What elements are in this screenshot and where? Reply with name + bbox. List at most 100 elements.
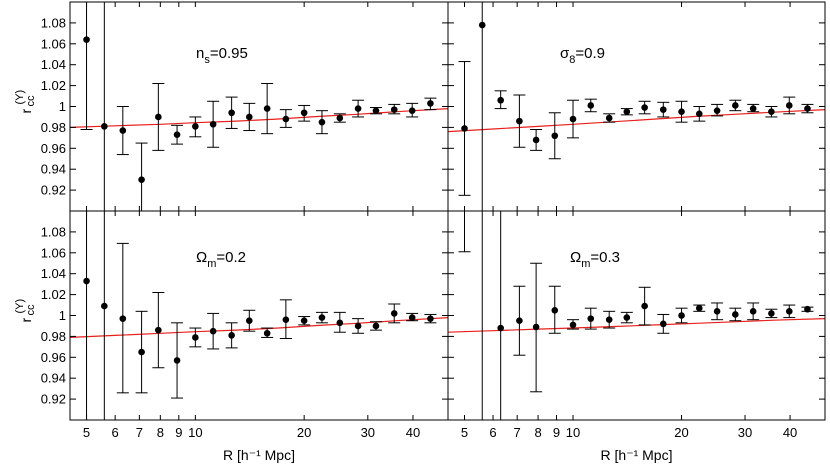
panel-annotation: Ωm=0.2 <box>196 249 246 270</box>
data-point <box>209 327 217 335</box>
data-point <box>713 107 721 114</box>
data-point <box>336 319 344 327</box>
data-point <box>354 105 362 112</box>
y-label-sup: (Υ) <box>14 90 26 105</box>
data-point <box>318 314 326 321</box>
data-point <box>749 105 757 112</box>
plot-area <box>70 2 448 211</box>
y-tick-label: 1 <box>59 99 66 114</box>
data-point <box>119 127 127 134</box>
data-point <box>263 105 271 112</box>
x-tick-label: 20 <box>674 425 688 440</box>
data-point <box>173 131 181 139</box>
fit-line <box>70 317 448 338</box>
y-axis-label: r (Υ) cc <box>14 299 37 323</box>
panel-annotation: ns=0.95 <box>196 45 248 66</box>
y-tick-label: 1.02 <box>41 78 66 93</box>
data-point <box>138 348 145 356</box>
y-tick-label: 1.04 <box>41 57 66 72</box>
data-point <box>659 320 667 328</box>
panel-annotation: σ8=0.9 <box>560 45 605 66</box>
data-point <box>228 109 235 117</box>
y-tick-label: 0.98 <box>41 120 66 135</box>
y-tick-label: 1.06 <box>41 245 66 260</box>
data-point <box>83 277 90 285</box>
x-tick-label: 20 <box>297 425 311 440</box>
y-axis-label: r (Υ) cc <box>14 90 37 114</box>
data-point <box>587 315 595 322</box>
data-point <box>641 302 648 310</box>
data-point <box>228 332 235 339</box>
plot-area <box>448 211 825 420</box>
data-point <box>138 176 145 183</box>
data-point <box>768 310 775 317</box>
data-point <box>678 108 685 116</box>
data-point <box>695 304 703 312</box>
data-point <box>785 308 793 315</box>
x-axis-label: R [h⁻¹ Mpc] <box>223 447 295 463</box>
data-point <box>101 123 108 130</box>
data-point <box>497 96 504 104</box>
plot-area <box>448 2 825 211</box>
data-point <box>390 310 398 317</box>
panel-2: σ8=0.9 <box>447 1 826 212</box>
data-point <box>713 308 721 315</box>
data-point <box>318 118 326 126</box>
data-point <box>390 106 398 113</box>
data-point <box>497 324 504 332</box>
y-label-sub: cc <box>25 95 37 107</box>
data-point <box>695 110 703 118</box>
data-point <box>263 329 271 337</box>
data-point <box>605 316 613 323</box>
x-tick-label: 5 <box>83 425 90 440</box>
data-point <box>372 322 380 330</box>
data-point <box>569 321 577 329</box>
data-point <box>623 108 631 116</box>
data-point <box>804 105 811 112</box>
data-point <box>300 317 308 325</box>
y-tick-label: 0.94 <box>41 162 66 177</box>
panel-1: ns=0.95 0.92 0.94 0.96 0.98 1 1.02 1.04 1.06 1.08… <box>14 1 449 212</box>
data-point <box>532 136 540 144</box>
fit-line <box>70 108 448 128</box>
y-tick-label: 1.04 <box>41 266 66 281</box>
y-tick-label: 0.98 <box>41 329 66 344</box>
data-point <box>768 108 775 116</box>
x-tick-label: 6 <box>489 425 496 440</box>
data-point <box>659 106 667 113</box>
data-point <box>461 125 468 132</box>
panel-3: Ωm=0.2 0.92 0.94 0.96 0.98 1 1.02 1.04 1.06 1.08 r… <box>14 210 449 463</box>
x-tick-label: 40 <box>406 425 420 440</box>
y-label-sub: cc <box>25 304 37 316</box>
data-point <box>551 132 559 140</box>
data-point <box>119 315 127 322</box>
y-tick-label: 1.02 <box>41 287 66 302</box>
x-tick-label: 7 <box>514 425 521 440</box>
data-point <box>516 317 523 325</box>
y-tick-label: 1.06 <box>41 36 66 51</box>
data-point <box>83 36 90 43</box>
data-point <box>245 113 253 121</box>
data-point <box>732 102 739 109</box>
x-tick-label: 9 <box>175 425 182 440</box>
data-point <box>804 305 811 313</box>
x-tick-label: 9 <box>553 425 560 440</box>
data-point <box>532 323 540 331</box>
data-point <box>192 334 199 341</box>
data-point <box>732 311 739 318</box>
x-tick-label: 30 <box>738 425 752 440</box>
data-point <box>408 107 416 114</box>
data-point <box>101 302 108 310</box>
data-point <box>173 357 181 364</box>
fit-line <box>448 318 825 333</box>
data-point <box>749 308 757 315</box>
data-point <box>623 314 631 321</box>
x-tick-label: 8 <box>157 425 164 440</box>
data-point <box>551 306 559 314</box>
x-tick-label: 40 <box>783 425 797 440</box>
y-label-sup: (Υ) <box>14 299 26 314</box>
x-tick-label: 8 <box>534 425 541 440</box>
data-point <box>155 326 162 334</box>
data-point <box>408 314 416 321</box>
